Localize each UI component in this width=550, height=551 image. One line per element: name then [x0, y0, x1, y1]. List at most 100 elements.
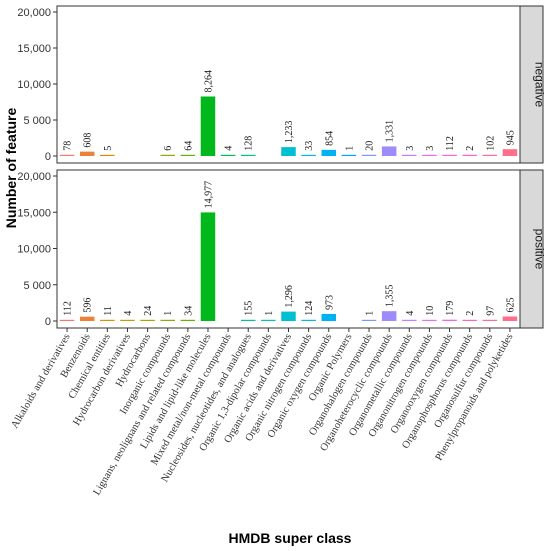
negative-bar-12	[301, 154, 316, 156]
negative-data-label-2: 5	[103, 146, 114, 151]
negative-y-tick-label-3: 15,000	[17, 43, 51, 55]
negative-y-tick-label-4: 20,000	[17, 7, 51, 19]
positive-data-label-12: 124	[304, 301, 315, 316]
negative-bar-9	[240, 154, 256, 156]
x-category-label-0: Alkaloids and derivatives	[9, 332, 72, 430]
negative-bar-18	[422, 154, 437, 156]
negative-bar-16	[381, 146, 397, 156]
positive-data-label-7: 14,977	[203, 181, 214, 209]
negative-bar-20	[462, 154, 477, 156]
positive-data-label-17: 4	[405, 311, 416, 316]
positive-bar-15	[361, 319, 377, 321]
positive-bar-11	[281, 311, 296, 321]
negative-y-tick-label-1: 5 000	[23, 115, 51, 127]
negative-data-label-8: 4	[224, 146, 235, 151]
negative-bar-1	[79, 151, 95, 156]
negative-data-label-17: 3	[405, 146, 416, 151]
negative-bar-17	[402, 154, 417, 156]
negative-data-label-5: 6	[163, 146, 174, 151]
positive-data-label-10: 1	[264, 311, 275, 316]
negative-y-tick-label-2: 10,000	[17, 79, 51, 91]
positive-y-tick-label-1: 5 000	[23, 280, 51, 292]
positive-bar-6	[180, 319, 196, 321]
positive-bar-19	[442, 319, 457, 321]
negative-data-label-21: 102	[485, 136, 496, 151]
positive-bar-7	[200, 212, 216, 321]
x-axis-title: HMDB super class	[229, 530, 352, 546]
positive-bar-4	[140, 319, 155, 321]
negative-bar-19	[442, 154, 457, 156]
positive-bar-2	[100, 319, 115, 321]
negative-bar-8	[220, 154, 236, 156]
positive-y-tick-label-2: 10,000	[17, 244, 51, 256]
negative-data-label-7: 8,264	[203, 70, 214, 93]
negative-bar-7	[200, 96, 216, 156]
positive-data-label-9: 155	[244, 301, 255, 316]
negative-data-label-12: 33	[304, 141, 315, 151]
positive-data-label-2: 11	[103, 306, 114, 316]
positive-data-label-22: 625	[505, 297, 516, 312]
negative-data-label-11: 1,233	[284, 121, 295, 144]
negative-data-label-20: 2	[465, 146, 476, 151]
positive-bar-9	[240, 319, 256, 321]
positive-bar-20	[462, 319, 477, 321]
positive-bar-16	[381, 311, 397, 321]
negative-bar-6	[180, 154, 196, 156]
positive-data-label-5: 1	[163, 311, 174, 316]
negative-bar-0	[59, 154, 75, 156]
positive-data-label-4: 24	[143, 306, 154, 316]
y-axis-title: Number of feature	[3, 108, 19, 229]
positive-bar-12	[301, 319, 316, 321]
positive-data-label-21: 97	[485, 306, 496, 316]
positive-y-tick-label-0: 0	[45, 316, 51, 328]
negative-data-label-19: 112	[445, 136, 456, 151]
positive-bar-10	[261, 319, 276, 321]
positive-strip-label: positive	[533, 229, 547, 270]
positive-bar-17	[402, 319, 417, 321]
negative-bar-14	[341, 154, 357, 156]
negative-data-label-22: 945	[505, 130, 516, 145]
positive-bar-5	[160, 319, 175, 321]
positive-data-label-15: 1	[365, 311, 376, 316]
positive-data-label-3: 4	[123, 311, 134, 316]
negative-data-label-6: 64	[183, 141, 194, 151]
positive-y-tick-label-3: 15,000	[17, 207, 51, 219]
negative-bar-11	[281, 147, 296, 156]
negative-data-label-13: 854	[324, 131, 335, 146]
positive-strip	[519, 169, 544, 329]
negative-data-label-15: 20	[365, 141, 376, 151]
negative-strip-label: negative	[533, 62, 547, 108]
positive-data-label-20: 2	[465, 311, 476, 316]
positive-data-label-13: 973	[324, 295, 335, 310]
negative-bar-21	[482, 154, 498, 156]
positive-data-label-19: 179	[445, 301, 456, 316]
negative-y-tick-label-0: 0	[45, 151, 51, 163]
negative-bar-2	[100, 154, 115, 156]
positive-bar-22	[502, 316, 518, 321]
negative-bar-15	[361, 154, 377, 156]
negative-bar-5	[160, 154, 175, 156]
positive-data-label-16: 1,355	[385, 285, 396, 308]
positive-y-tick-label-4: 20,000	[17, 171, 51, 183]
positive-bar-18	[422, 319, 437, 321]
positive-data-label-18: 10	[425, 306, 436, 316]
positive-data-label-11: 1,296	[284, 285, 295, 308]
positive-bar-21	[482, 319, 498, 321]
negative-data-label-9: 128	[244, 136, 255, 151]
positive-bar-1	[79, 316, 95, 321]
positive-data-label-1: 596	[83, 298, 94, 313]
negative-data-label-1: 608	[83, 133, 94, 148]
negative-data-label-18: 3	[425, 146, 436, 151]
positive-bar-0	[59, 319, 75, 321]
negative-data-label-16: 1,331	[385, 120, 396, 143]
positive-bar-13	[321, 313, 337, 321]
negative-bar-22	[502, 149, 518, 156]
positive-data-label-6: 34	[183, 306, 194, 316]
negative-data-label-0: 78	[63, 141, 74, 151]
negative-bar-13	[321, 149, 337, 156]
negative-data-label-14: 1	[344, 146, 355, 151]
negative-strip	[519, 5, 544, 164]
positive-bar-3	[120, 319, 135, 321]
positive-data-label-0: 112	[63, 301, 74, 316]
